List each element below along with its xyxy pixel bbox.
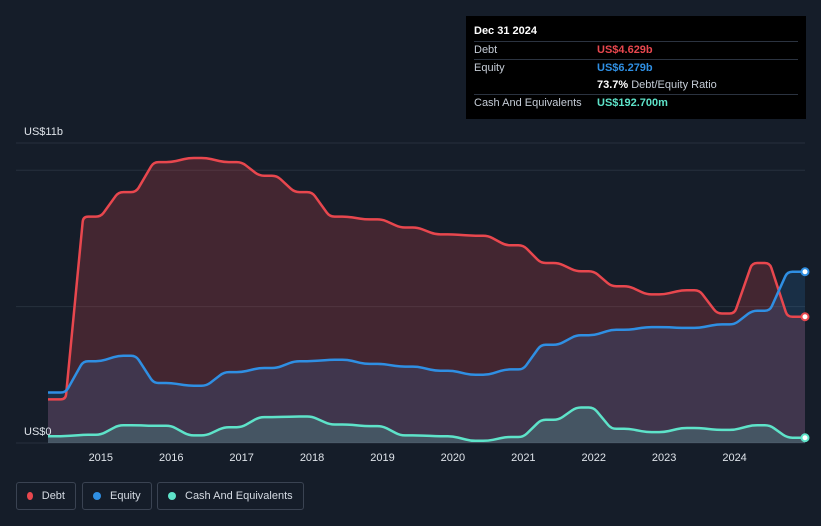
- legend-equity-label: Equity: [110, 490, 141, 502]
- legend-equity-toggle[interactable]: Equity: [82, 482, 152, 510]
- equity-line: [48, 270, 805, 394]
- equity-area: [48, 271, 805, 443]
- tooltip-ratio-label: Debt/Equity Ratio: [631, 79, 717, 91]
- cash-line: [48, 406, 805, 443]
- legend-debt-label: Debt: [41, 490, 65, 502]
- tooltip-date: Dec 31 2024: [474, 25, 537, 37]
- cash-endpoint: [800, 433, 810, 443]
- tooltip-debt-label: Debt: [474, 44, 498, 56]
- x-tick-label: 2017: [229, 452, 253, 464]
- series-endpoints: [800, 267, 810, 443]
- cash-area: [48, 407, 805, 443]
- x-tick-label: 2020: [441, 452, 465, 464]
- y-axis-bottom-label: US$0: [24, 426, 52, 438]
- legend-cash-label: Cash And Equivalents: [185, 490, 293, 502]
- cash-dot-icon: [168, 492, 176, 500]
- legend-debt-toggle[interactable]: Debt: [16, 482, 76, 510]
- tooltip-row-ratio: 73.7% Debt/Equity Ratio: [474, 77, 798, 94]
- data-tooltip: Dec 31 2024 Debt US$4.629b Equity US$6.2…: [466, 16, 806, 119]
- debt-line: [48, 156, 805, 401]
- equity-endpoint: [800, 267, 810, 277]
- series-areas: [48, 158, 805, 443]
- x-tick-label: 2019: [370, 452, 394, 464]
- x-tick-label: 2016: [159, 452, 183, 464]
- tooltip-ratio-value: 73.7%: [597, 79, 629, 91]
- legend-cash-toggle[interactable]: Cash And Equivalents: [157, 482, 304, 510]
- x-tick-label: 2018: [300, 452, 324, 464]
- x-tick-label: 2023: [652, 452, 676, 464]
- x-tick-label: 2021: [511, 452, 535, 464]
- series-lines: [48, 156, 805, 443]
- equity-dot-icon: [93, 492, 101, 500]
- x-tick-label: 2024: [722, 452, 746, 464]
- tooltip-row-debt: Debt US$4.629b: [474, 41, 798, 59]
- tooltip-cash-value: US$192.700m: [597, 97, 668, 109]
- x-axis: 2015 2016 2017 2018 2019 2020 2021 2022 2023 2024: [89, 452, 747, 464]
- tooltip-row-cash: Cash And Equivalents US$192.700m: [474, 94, 798, 112]
- x-tick-label: 2022: [582, 452, 606, 464]
- debt-endpoint: [800, 312, 810, 322]
- tooltip-debt-value: US$4.629b: [597, 44, 653, 56]
- tooltip-equity-label: Equity: [474, 62, 505, 74]
- debt-dot-icon: [27, 492, 33, 500]
- y-axis-top-label: US$11b: [24, 126, 63, 138]
- tooltip-row-equity: Equity US$6.279b: [474, 59, 798, 77]
- x-tick-label: 2015: [89, 452, 113, 464]
- tooltip-cash-label: Cash And Equivalents: [474, 97, 582, 109]
- tooltip-equity-value: US$6.279b: [597, 62, 653, 74]
